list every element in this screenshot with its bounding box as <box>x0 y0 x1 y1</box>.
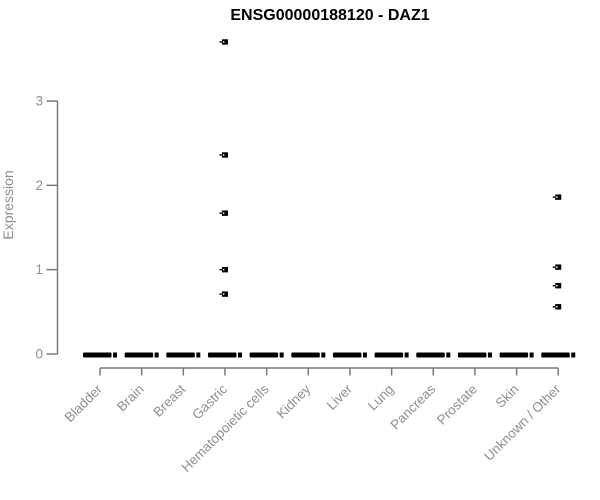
outlier-point <box>221 266 228 273</box>
median-dash-cap <box>529 352 534 358</box>
median-dash <box>124 352 154 358</box>
x-tick-label: Prostate <box>434 382 480 428</box>
median-dash-cap <box>446 352 451 358</box>
median-dash-cap <box>487 352 492 358</box>
median-dash <box>457 352 487 358</box>
median-dash <box>416 352 445 358</box>
x-tick-label: Unknown / Other <box>481 381 564 464</box>
median-dash <box>332 352 362 358</box>
median-dash-cap <box>571 352 576 358</box>
median-dash <box>499 352 529 358</box>
outlier-median <box>556 196 558 198</box>
median-dash-cap <box>113 352 117 358</box>
outlier-point <box>221 210 228 216</box>
outlier-median <box>222 268 225 271</box>
median-dash-cap <box>279 352 284 358</box>
x-tick-label: Skin <box>493 382 522 411</box>
outlier-point <box>555 282 562 289</box>
y-tick-label: 0 <box>35 347 43 362</box>
outlier-median <box>556 266 558 268</box>
outlier-point <box>221 291 228 297</box>
outlier-point <box>555 264 562 270</box>
x-tick-label: Gastric <box>189 381 230 422</box>
outlier-point <box>555 194 562 200</box>
median-dash <box>249 352 279 358</box>
median-dash-cap <box>404 352 409 358</box>
x-tick-label: Pancreas <box>387 381 438 432</box>
median-dash <box>541 352 570 358</box>
median-dash-cap <box>154 352 159 358</box>
outlier-point <box>555 304 562 310</box>
y-tick-label: 1 <box>35 262 43 277</box>
x-tick-label: Breast <box>150 381 188 419</box>
outlier-median <box>222 41 225 43</box>
median-dash <box>207 352 237 358</box>
median-dash <box>374 352 404 358</box>
x-tick-label: Lung <box>365 382 397 414</box>
median-dash-cap <box>196 352 201 358</box>
x-tick-label: Liver <box>324 381 356 413</box>
x-tick-label: Bladder <box>62 381 106 425</box>
x-tick-label: Kidney <box>274 381 314 421</box>
median-dash <box>291 352 320 358</box>
y-tick-label: 3 <box>35 94 43 109</box>
median-dash-cap <box>321 352 326 358</box>
median-dash <box>83 352 112 358</box>
chart-title: ENSG00000188120 - DAZ1 <box>230 7 430 24</box>
outlier-point <box>221 39 228 45</box>
median-dash <box>166 352 195 358</box>
y-tick-label: 2 <box>35 178 43 193</box>
median-dash-cap <box>362 352 367 358</box>
outlier-median <box>222 212 225 214</box>
median-dash-cap <box>237 352 242 358</box>
outlier-median <box>222 154 225 156</box>
outlier-median <box>556 306 558 308</box>
outlier-median <box>556 284 558 287</box>
y-axis-title: Expression <box>0 170 16 239</box>
x-tick-label: Brain <box>114 382 147 415</box>
outlier-point <box>221 152 228 158</box>
outlier-median <box>222 293 225 295</box>
